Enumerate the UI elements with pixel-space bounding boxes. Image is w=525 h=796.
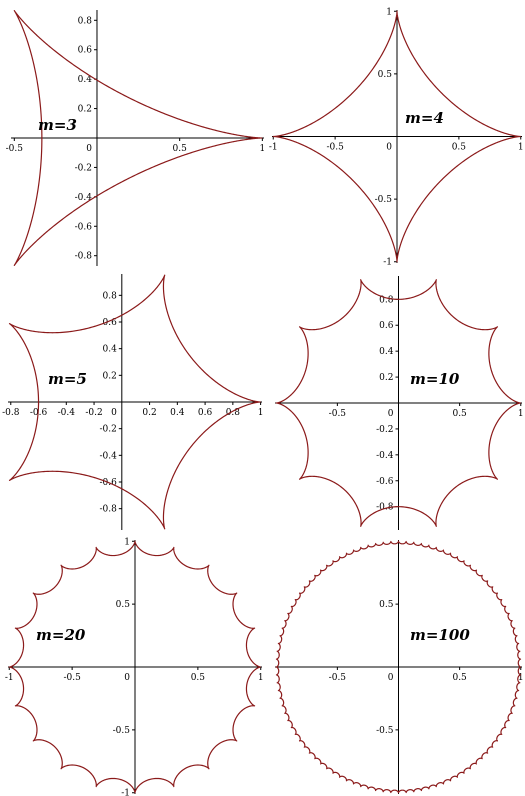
- panel-title: m=5: [48, 370, 87, 388]
- y-tick-label: -0.4: [376, 451, 394, 461]
- y-tick-label: -0.2: [376, 425, 393, 435]
- y-tick-label: -0.2: [99, 425, 116, 435]
- y-tick-label: 0.8: [78, 16, 93, 26]
- y-tick-label: 0.6: [78, 46, 93, 56]
- x-tick-label: -0.5: [63, 673, 81, 683]
- y-tick-label: -1: [121, 789, 130, 796]
- origin-label: 0: [86, 144, 92, 154]
- y-tick-label: 0.5: [379, 600, 394, 610]
- panel-m20: -1 -0.5 0.5 1 1 0.5 -0.5 -1 0 m=20: [5, 537, 264, 796]
- x-tick-label: 0.5: [452, 143, 467, 153]
- panel-m10: -0.5 0.5 10.80.60.40.2-0.2-0.4-0.6-0.80m=1…: [275, 276, 524, 530]
- y-tick-label: -0.8: [75, 252, 93, 262]
- y-tick-label: 0.6: [379, 321, 394, 331]
- y-tick-label: 1: [124, 537, 130, 547]
- y-tick-label: -0.6: [376, 477, 394, 487]
- origin-label: 0: [388, 673, 394, 683]
- x-tick-label: -0.2: [85, 408, 102, 418]
- x-tick-label: -1: [269, 143, 278, 153]
- y-tick-label: 0.2: [78, 105, 92, 115]
- x-tick-label: -1: [5, 673, 14, 683]
- x-tick-label: -0.5: [6, 144, 24, 154]
- panel-m100: -0.5 0.5 10.5-0.50m=100: [275, 540, 524, 794]
- y-tick-label: 0.5: [116, 600, 131, 610]
- panel-title: m=20: [36, 626, 86, 644]
- x-tick-label: 1: [518, 409, 524, 419]
- y-tick-label: 0.4: [102, 345, 117, 355]
- y-tick-label: 0.2: [379, 373, 393, 383]
- x-tick-label: 0.6: [198, 408, 213, 418]
- x-tick-label: 0.5: [452, 409, 467, 419]
- x-tick-label: -0.5: [329, 409, 347, 419]
- x-tick-label: 0.5: [191, 673, 206, 683]
- y-tick-label: -0.8: [99, 505, 117, 515]
- y-tick-label: 0.4: [379, 347, 394, 357]
- x-tick-label: -0.4: [58, 408, 76, 418]
- x-tick-label: -0.5: [326, 143, 344, 153]
- panel-m4: -1 -0.5 0.5 1 1 0.5 -0.5 -1 0 m=4: [269, 7, 524, 267]
- y-tick-label: 0.4: [78, 75, 93, 85]
- y-tick-label: -0.5: [375, 195, 393, 205]
- x-tick-label: 1: [259, 144, 265, 154]
- panel-title: m=4: [405, 109, 444, 127]
- x-tick-label: 0.2: [142, 408, 156, 418]
- y-tick-label: -0.2: [75, 163, 92, 173]
- panel-title: m=100: [410, 626, 470, 644]
- y-tick-label: -0.5: [376, 726, 394, 736]
- x-tick-label: 0.5: [452, 673, 467, 683]
- x-tick-label: 0.4: [170, 408, 185, 418]
- y-tick-label: -0.6: [75, 222, 93, 232]
- x-tick-label: -0.8: [2, 408, 20, 418]
- origin-label: 0: [386, 143, 392, 153]
- x-tick-label: 0.8: [226, 408, 241, 418]
- y-tick-label: 0.5: [378, 70, 393, 80]
- x-tick-label: 0.5: [173, 144, 188, 154]
- panel-title: m=3: [38, 116, 77, 134]
- origin-label: 0: [124, 673, 130, 683]
- x-tick-label: 1: [258, 673, 264, 683]
- panel-m3: -0.5 0.5 1 0.8 0.6 0.4 0.2 -0.2 -0.4 -0.6 -0.8 0 m=3: [6, 10, 266, 266]
- x-tick-label: -0.5: [329, 673, 347, 683]
- origin-label: 0: [111, 408, 117, 418]
- y-tick-label: -0.4: [75, 193, 93, 203]
- panel-title: m=10: [410, 370, 460, 388]
- panel-m5: -0.8 -0.6 -0.4 -0.2 0.2 0.4 0.6 0.8 10.80.60.40.…: [2, 274, 263, 530]
- y-tick-label: 0.8: [102, 291, 117, 301]
- origin-label: 0: [388, 409, 394, 419]
- y-tick-label: 1: [386, 7, 392, 17]
- y-tick-label: -0.5: [113, 726, 131, 736]
- x-tick-label: 1: [258, 408, 264, 418]
- y-tick-label: -0.4: [99, 451, 117, 461]
- y-tick-label: -1: [383, 258, 392, 268]
- x-tick-label: 1: [518, 143, 524, 153]
- y-tick-label: 0.2: [102, 371, 116, 381]
